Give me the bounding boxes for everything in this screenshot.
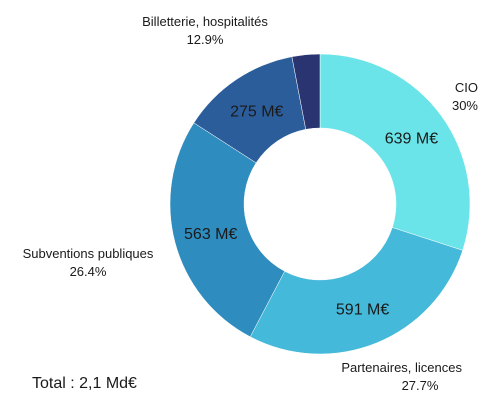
slice-cio: [319, 53, 471, 251]
slice-name-label: Partenaires, licences: [341, 360, 462, 375]
slice-percent-label: 26.4%: [70, 264, 107, 279]
slice-other: [291, 53, 321, 130]
slice-subventions-publiques: [169, 122, 285, 338]
slice-name-label: CIO: [455, 80, 478, 95]
donut-slices: [169, 53, 471, 355]
total-label: Total : 2,1 Md€: [32, 375, 137, 392]
slice-value-label: 275 M€: [230, 103, 283, 120]
slice-percent-label: 27.7%: [402, 378, 439, 393]
slice-name-label: Billetterie, hospitalités: [142, 14, 268, 29]
slice-name-label: Subventions publiques: [23, 246, 154, 261]
slice-partenaires-licences: [249, 227, 463, 355]
slice-value-label: 639 M€: [385, 131, 438, 148]
slice-value-label: 563 M€: [184, 226, 237, 243]
slice-percent-label: 30%: [452, 98, 478, 113]
slice-percent-label: 12.9%: [187, 32, 224, 47]
donut-labels: 639 M€ CIO 30% 591 M€ Partenaires, licences 2…: [23, 14, 479, 393]
slice-value-label: 591 M€: [336, 302, 389, 319]
